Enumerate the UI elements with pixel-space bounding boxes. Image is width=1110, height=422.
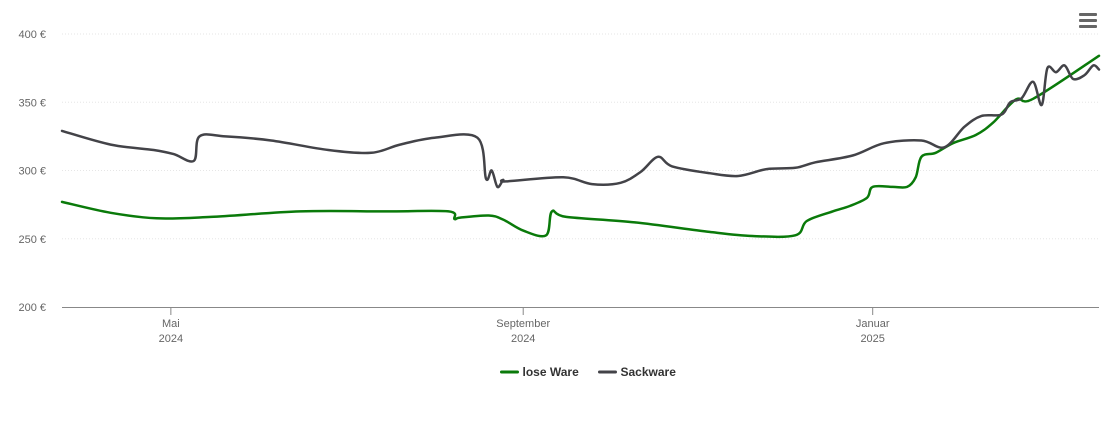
legend: lose Ware Sackware — [500, 365, 677, 379]
hamburger-menu-icon[interactable] — [1076, 10, 1100, 32]
x-tick-sublabel: 2024 — [159, 333, 183, 345]
legend-label: Sackware — [621, 365, 677, 379]
y-tick-label: 250 € — [18, 234, 46, 246]
x-tick-sublabel: 2024 — [511, 333, 535, 345]
grid-lines — [62, 33, 1099, 240]
y-tick-label: 200 € — [18, 302, 46, 314]
x-tick-label: Januar — [856, 318, 890, 330]
y-axis: 200 € 250 € 300 € 350 € 400 € — [18, 29, 46, 314]
x-tick-sublabel: 2025 — [860, 333, 884, 345]
series-group — [60, 54, 1101, 239]
series-line-sackware[interactable] — [60, 64, 1101, 189]
x-tick-label: September — [496, 318, 550, 330]
y-tick-label: 350 € — [18, 97, 46, 109]
x-axis: Mai 2024 September 2024 Januar 2025 — [159, 307, 890, 345]
legend-label: lose Ware — [523, 365, 580, 379]
x-tick-label: Mai — [162, 318, 180, 330]
y-tick-label: 300 € — [18, 166, 46, 178]
legend-item-sackware[interactable]: Sackware — [598, 365, 677, 379]
series-line-lose-ware[interactable] — [60, 54, 1101, 239]
y-tick-label: 400 € — [18, 29, 46, 41]
legend-item-lose-ware[interactable]: lose Ware — [500, 365, 580, 379]
